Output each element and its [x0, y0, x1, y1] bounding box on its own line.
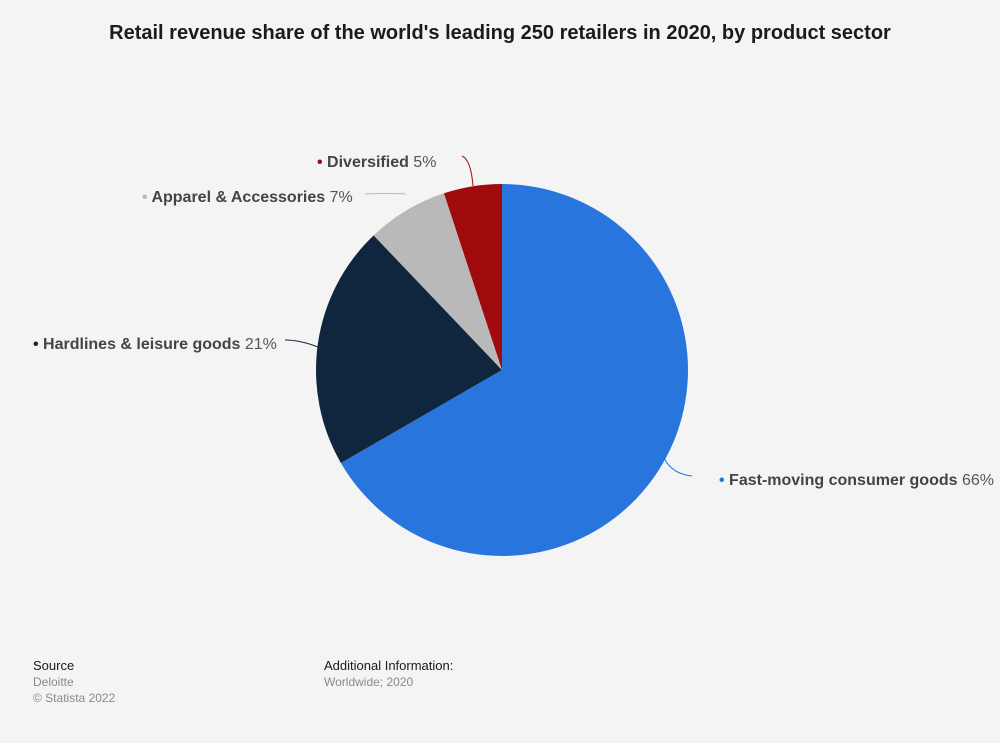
copyright: © Statista 2022 — [33, 691, 116, 705]
pie-slices — [316, 184, 689, 556]
slice-label-apparel-accessories: • Apparel & Accessories 7% — [142, 189, 353, 206]
leader-line-diversified — [461, 155, 474, 187]
label-leader-lines — [284, 155, 693, 477]
leader-line-hardlines — [284, 339, 319, 348]
pie-slice-hardlines-leisure-goods[interactable] — [316, 235, 502, 463]
additional-info-heading: Additional Information: — [324, 658, 454, 673]
pie-slice-fast-moving-consumer-goods[interactable] — [340, 184, 689, 556]
source-name: Deloitte — [33, 675, 74, 689]
chart-title: Retail revenue share of the world's lead… — [109, 22, 891, 44]
slice-label-diversified: • Diversified 5% — [317, 154, 436, 171]
source-block: Source Deloitte © Statista 2022 — [33, 658, 115, 706]
leader-line-fast-moving — [663, 457, 693, 477]
additional-info-text: Worldwide; 2020 — [324, 675, 414, 689]
source-heading: Source — [33, 658, 75, 673]
pie-slice-apparel-accessories[interactable] — [373, 193, 502, 370]
additional-info-block: Additional Information: Worldwide; 2020 — [324, 658, 453, 690]
leader-line-apparel — [364, 193, 407, 195]
slice-label-hardlines-leisure-goods: • Hardlines & leisure goods 21% — [33, 336, 277, 353]
slice-labels: • Fast-moving consumer goods 66% • Hardli… — [33, 154, 994, 489]
pie-slice-diversified[interactable] — [443, 184, 502, 370]
slice-label-fast-moving-consumer-goods: • Fast-moving consumer goods 66% — [719, 472, 994, 489]
